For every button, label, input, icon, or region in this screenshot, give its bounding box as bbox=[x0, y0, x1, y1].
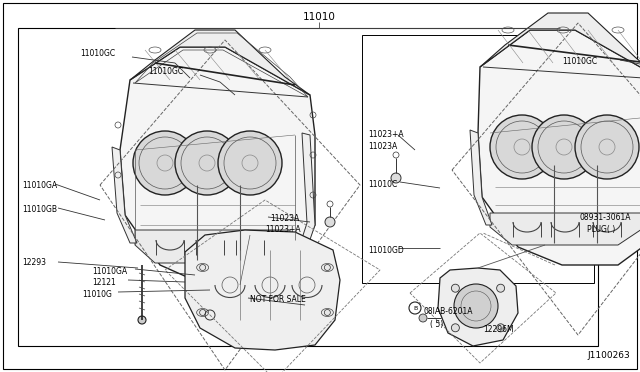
Text: 08IAB-6201A: 08IAB-6201A bbox=[424, 307, 474, 316]
Polygon shape bbox=[480, 13, 640, 77]
Text: ( 5): ( 5) bbox=[430, 320, 444, 329]
Polygon shape bbox=[470, 130, 492, 225]
Ellipse shape bbox=[196, 263, 209, 272]
Circle shape bbox=[175, 131, 239, 195]
Text: 12296M: 12296M bbox=[483, 325, 514, 334]
Text: 11010GC: 11010GC bbox=[562, 57, 597, 66]
Circle shape bbox=[532, 115, 596, 179]
Text: 11010GC: 11010GC bbox=[80, 48, 115, 58]
Circle shape bbox=[391, 173, 401, 183]
Polygon shape bbox=[438, 268, 518, 346]
Circle shape bbox=[138, 316, 146, 324]
Text: 11010GD: 11010GD bbox=[368, 246, 404, 255]
Circle shape bbox=[451, 324, 460, 332]
Circle shape bbox=[451, 284, 460, 292]
Circle shape bbox=[133, 131, 197, 195]
Circle shape bbox=[419, 314, 427, 322]
Bar bbox=[362, 35, 594, 283]
Polygon shape bbox=[120, 47, 315, 285]
Circle shape bbox=[454, 284, 498, 328]
Polygon shape bbox=[490, 213, 640, 245]
Text: PLUG( ): PLUG( ) bbox=[587, 225, 615, 234]
Text: 11010GB: 11010GB bbox=[22, 205, 57, 214]
Circle shape bbox=[218, 131, 282, 195]
Text: J1100263: J1100263 bbox=[588, 351, 630, 360]
Text: 11010C: 11010C bbox=[368, 180, 397, 189]
Text: 12121: 12121 bbox=[92, 278, 116, 287]
Circle shape bbox=[325, 217, 335, 227]
Text: 11023A: 11023A bbox=[368, 142, 397, 151]
Text: 08931-3061A: 08931-3061A bbox=[580, 213, 632, 222]
Text: 11010: 11010 bbox=[303, 12, 335, 22]
Circle shape bbox=[490, 115, 554, 179]
Polygon shape bbox=[135, 230, 290, 263]
Text: 11010GA: 11010GA bbox=[22, 181, 57, 190]
Circle shape bbox=[497, 324, 504, 332]
Text: NOT FOR SALE: NOT FOR SALE bbox=[250, 295, 306, 304]
Polygon shape bbox=[112, 147, 137, 243]
Text: 11010G: 11010G bbox=[82, 290, 112, 299]
Text: 11010GA: 11010GA bbox=[92, 267, 127, 276]
Text: 11023+A: 11023+A bbox=[265, 225, 301, 234]
Circle shape bbox=[497, 284, 504, 292]
Polygon shape bbox=[295, 133, 315, 260]
Circle shape bbox=[575, 115, 639, 179]
Text: 11023A: 11023A bbox=[270, 214, 300, 223]
Text: B: B bbox=[413, 305, 417, 311]
Text: 11023+A: 11023+A bbox=[368, 130, 404, 139]
Ellipse shape bbox=[321, 308, 333, 317]
Polygon shape bbox=[130, 30, 310, 95]
Text: 11010GC: 11010GC bbox=[148, 67, 183, 77]
Bar bbox=[18, 28, 598, 346]
Polygon shape bbox=[185, 230, 340, 350]
Ellipse shape bbox=[196, 308, 209, 317]
Polygon shape bbox=[478, 30, 640, 265]
Ellipse shape bbox=[321, 263, 333, 272]
Text: 12293: 12293 bbox=[22, 258, 46, 267]
